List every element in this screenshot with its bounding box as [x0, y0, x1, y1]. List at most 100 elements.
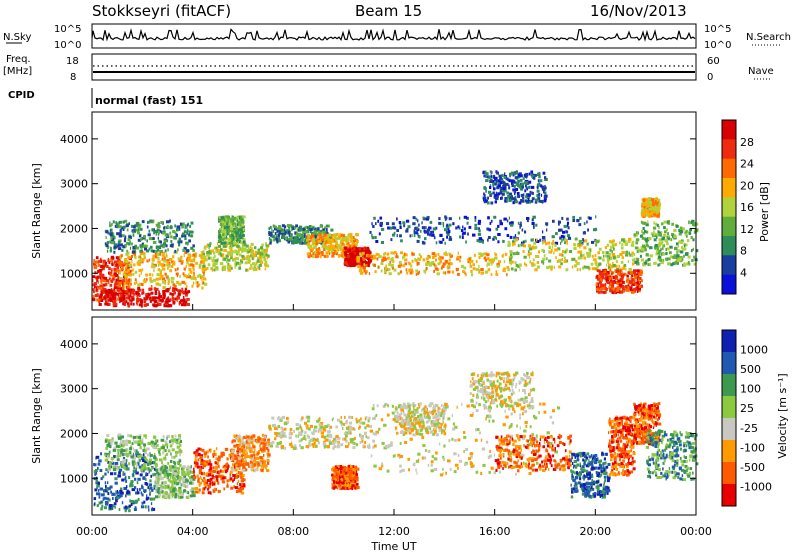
data-cell	[673, 228, 677, 232]
data-cell	[178, 441, 181, 445]
data-cell	[108, 445, 112, 448]
data-cell	[637, 262, 640, 266]
data-cell	[115, 499, 118, 503]
data-cell	[445, 253, 448, 257]
data-cell	[535, 238, 538, 242]
data-cell	[181, 473, 185, 477]
data-cell	[579, 268, 582, 272]
data-cell	[175, 288, 178, 292]
data-cell	[635, 286, 639, 290]
data-cell	[130, 503, 133, 506]
data-cell	[288, 226, 291, 230]
data-cell	[642, 198, 646, 202]
data-cell	[365, 264, 368, 268]
data-cell	[132, 230, 135, 234]
data-cell	[291, 233, 293, 237]
data-cell	[659, 258, 663, 262]
data-cell	[396, 229, 399, 232]
data-cell	[646, 207, 650, 211]
data-cell	[172, 255, 175, 259]
data-cell	[541, 185, 544, 189]
data-cell	[96, 275, 99, 279]
data-cell	[105, 230, 109, 234]
data-cell	[426, 230, 430, 234]
data-cell	[119, 268, 122, 272]
data-cell	[228, 222, 232, 226]
data-cell	[108, 504, 113, 507]
data-cell	[112, 504, 115, 508]
data-cell	[641, 209, 645, 212]
data-cell	[200, 251, 204, 254]
data-cell	[148, 237, 153, 241]
data-cell	[416, 239, 420, 243]
data-cell	[139, 487, 141, 491]
colorbar-swatch	[722, 216, 736, 237]
data-cell	[653, 221, 655, 225]
data-cell	[184, 472, 187, 476]
data-cell	[598, 271, 603, 275]
data-cell	[512, 188, 516, 192]
data-cell	[246, 255, 249, 259]
data-cell	[525, 263, 528, 267]
data-cell	[586, 242, 589, 246]
data-cell	[550, 267, 553, 271]
data-cell	[148, 470, 150, 474]
data-cell	[153, 455, 156, 459]
data-cell	[195, 261, 198, 265]
data-cell	[669, 255, 673, 259]
data-cell	[93, 259, 96, 263]
data-cell	[155, 474, 158, 478]
data-cell	[333, 233, 337, 237]
data-cell	[636, 250, 639, 254]
data-cell	[524, 181, 526, 185]
data-cell	[312, 238, 316, 242]
data-cell	[310, 249, 313, 253]
data-cell	[150, 280, 154, 283]
data-cell	[513, 236, 515, 240]
data-cell	[118, 234, 122, 238]
data-cell	[374, 270, 377, 274]
data-cell	[248, 258, 251, 262]
data-cell	[116, 444, 119, 448]
data-cell	[294, 237, 297, 241]
data-cell	[648, 201, 652, 205]
data-cell	[312, 252, 315, 256]
data-cell	[483, 200, 486, 204]
data-cell	[106, 241, 109, 245]
data-cell	[257, 256, 259, 260]
data-cell	[516, 238, 519, 242]
data-cell	[159, 269, 162, 273]
data-cell	[105, 484, 107, 488]
data-cell	[626, 288, 630, 292]
data-cell	[496, 264, 500, 268]
data-cell	[122, 441, 126, 445]
data-cell	[383, 252, 386, 256]
data-cell	[594, 254, 597, 258]
data-cell	[259, 260, 264, 264]
data-cell	[384, 251, 387, 255]
data-cell	[152, 254, 155, 258]
data-cell	[444, 228, 448, 232]
data-cell	[210, 267, 214, 270]
data-cell	[125, 267, 129, 271]
data-cell	[606, 281, 611, 285]
data-cell	[237, 241, 239, 245]
data-cell	[158, 277, 162, 281]
data-cell	[172, 287, 176, 291]
data-cell	[166, 304, 171, 308]
data-cell	[120, 450, 123, 454]
data-cell	[504, 199, 508, 203]
data-cell	[114, 274, 116, 278]
data-cell	[288, 237, 290, 241]
data-cell	[274, 227, 278, 231]
data-cell	[541, 236, 546, 239]
data-cell	[192, 249, 195, 253]
data-cell	[124, 270, 127, 274]
data-cell	[188, 494, 190, 498]
data-cell	[206, 253, 210, 257]
data-cell	[640, 246, 644, 250]
data-cell	[155, 490, 157, 494]
data-cell	[612, 239, 615, 243]
data-cell	[472, 267, 476, 271]
data-cell	[483, 186, 487, 190]
